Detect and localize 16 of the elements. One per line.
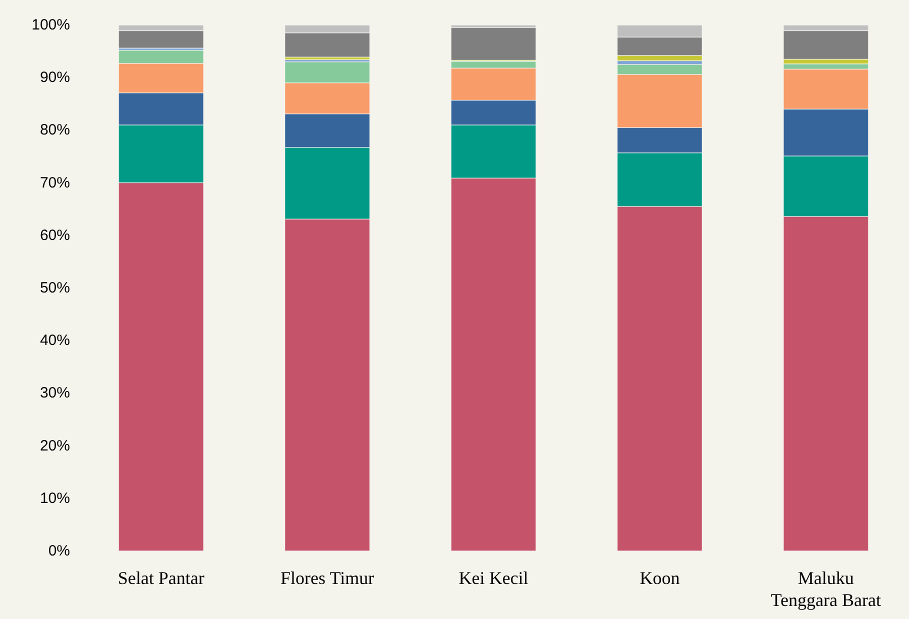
y-tick-label: 80% — [40, 122, 70, 139]
x-tick-label: Flores Timur — [280, 568, 374, 588]
y-tick-label: 100% — [32, 16, 70, 34]
y-tick-label: 40% — [40, 332, 70, 350]
x-tick-label: Koon — [640, 568, 680, 588]
x-tick-label: Kei Kecil — [458, 568, 528, 588]
y-tick-label: 60% — [40, 226, 70, 244]
y-tick-label: 30% — [40, 384, 70, 402]
y-tick-label: 20% — [40, 437, 70, 454]
y-tick-label: 0% — [48, 542, 70, 560]
x-tick-label: Maluku Tenggara Barat — [770, 568, 881, 610]
x-tick-label: Selat Pantar — [118, 568, 204, 588]
y-tick-label: 90% — [40, 69, 70, 86]
y-tick-label: 50% — [40, 280, 70, 296]
y-tick-label: 10% — [40, 490, 70, 507]
y-tick-label: 70% — [40, 174, 70, 192]
